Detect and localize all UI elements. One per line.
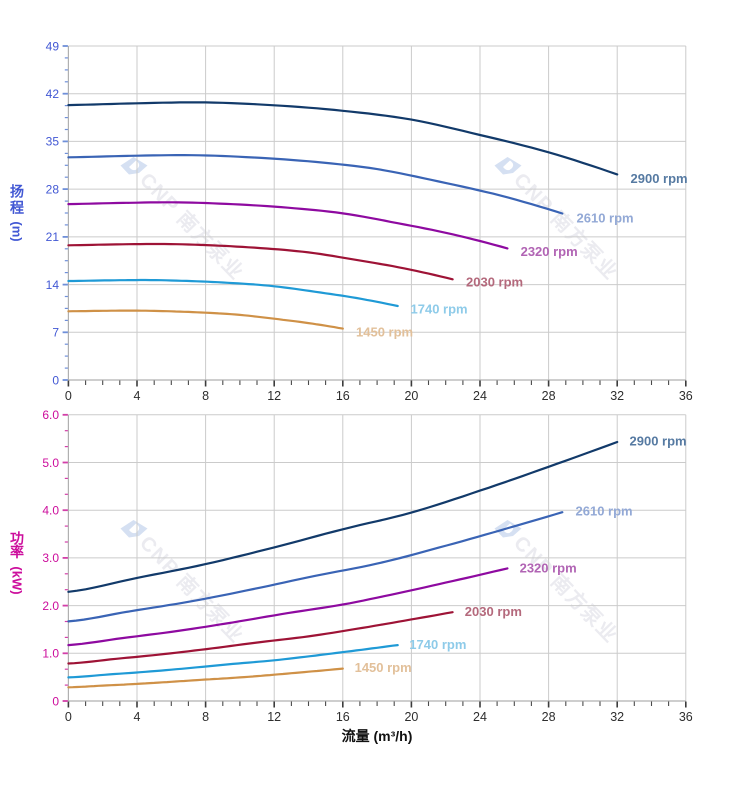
svg-text:2900 rpm: 2900 rpm — [630, 434, 687, 449]
svg-text:14: 14 — [46, 278, 60, 292]
svg-text:1450 rpm: 1450 rpm — [356, 325, 413, 340]
svg-text:6.0: 6.0 — [42, 408, 59, 422]
svg-text:24: 24 — [473, 389, 487, 403]
svg-text:28: 28 — [542, 710, 556, 724]
svg-text:1740 rpm: 1740 rpm — [409, 637, 466, 652]
svg-text:0: 0 — [52, 373, 59, 387]
svg-text:(kW): (kW) — [10, 566, 25, 594]
svg-text:20: 20 — [404, 389, 418, 403]
svg-text:35: 35 — [46, 135, 60, 149]
svg-text:3.0: 3.0 — [42, 551, 59, 565]
svg-text:36: 36 — [679, 710, 693, 724]
svg-text:24: 24 — [473, 710, 487, 724]
svg-text:16: 16 — [336, 710, 350, 724]
svg-text:8: 8 — [202, 710, 209, 724]
svg-text:49: 49 — [46, 39, 60, 53]
svg-text:42: 42 — [46, 87, 60, 101]
svg-text:1740 rpm: 1740 rpm — [411, 302, 468, 317]
svg-text:7: 7 — [52, 326, 59, 340]
svg-text:2.0: 2.0 — [42, 599, 59, 613]
svg-text:4.0: 4.0 — [42, 504, 59, 518]
svg-text:2030 rpm: 2030 rpm — [465, 604, 522, 619]
svg-text:1.0: 1.0 — [42, 647, 59, 661]
svg-text:0: 0 — [52, 694, 59, 708]
svg-text:2610 rpm: 2610 rpm — [576, 504, 633, 519]
svg-text:2320 rpm: 2320 rpm — [521, 244, 578, 259]
svg-text:率: 率 — [10, 544, 24, 560]
svg-text:20: 20 — [404, 710, 418, 724]
svg-text:5.0: 5.0 — [42, 456, 59, 470]
svg-text:12: 12 — [267, 389, 281, 403]
svg-text:4: 4 — [134, 389, 141, 403]
svg-text:16: 16 — [336, 389, 350, 403]
svg-text:32: 32 — [610, 389, 624, 403]
svg-text:扬: 扬 — [10, 184, 24, 200]
svg-text:8: 8 — [202, 389, 209, 403]
svg-text:4: 4 — [134, 710, 141, 724]
svg-text:2030 rpm: 2030 rpm — [466, 275, 523, 290]
svg-text:(m): (m) — [10, 221, 25, 241]
svg-text:流量 (m³/h): 流量 (m³/h) — [342, 728, 413, 744]
svg-text:28: 28 — [542, 389, 556, 403]
svg-text:21: 21 — [46, 230, 60, 244]
svg-text:0: 0 — [65, 389, 72, 403]
svg-text:2320 rpm: 2320 rpm — [520, 561, 577, 576]
svg-text:2610 rpm: 2610 rpm — [577, 211, 634, 226]
svg-text:36: 36 — [679, 389, 693, 403]
svg-text:12: 12 — [267, 710, 281, 724]
svg-text:功: 功 — [10, 531, 24, 547]
svg-text:2900 rpm: 2900 rpm — [631, 171, 688, 186]
svg-text:32: 32 — [610, 710, 624, 724]
svg-text:0: 0 — [65, 710, 72, 724]
svg-text:1450 rpm: 1450 rpm — [355, 660, 412, 675]
svg-text:程: 程 — [10, 200, 24, 216]
svg-text:28: 28 — [46, 182, 60, 196]
